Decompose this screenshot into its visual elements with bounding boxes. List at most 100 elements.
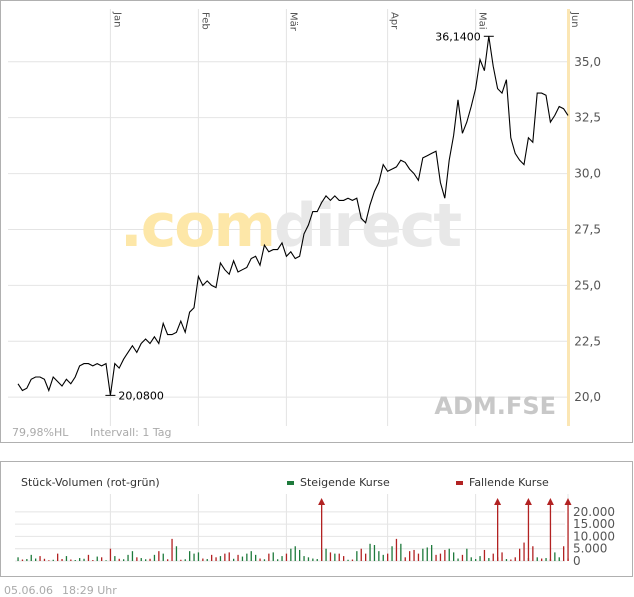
volume-bar	[479, 556, 481, 561]
volume-bar	[558, 557, 560, 561]
volume-bar	[233, 558, 235, 561]
volume-bar	[417, 553, 420, 561]
volume-bar	[83, 558, 85, 561]
low-label: 20,0800	[118, 389, 163, 402]
volume-bar	[30, 554, 32, 561]
volume-y-tick-label: 0	[573, 554, 581, 568]
volume-bar	[448, 548, 450, 561]
volume-bar	[395, 538, 398, 561]
volume-bar	[347, 559, 349, 561]
volume-bar	[109, 548, 112, 561]
volume-bar	[255, 554, 257, 561]
volume-bar	[492, 553, 494, 561]
volume-bar	[563, 546, 565, 561]
volume-bar	[180, 559, 182, 561]
volume-bar	[356, 551, 358, 561]
volume-bar	[272, 552, 274, 561]
volume-bar	[153, 554, 156, 561]
volume-bar	[39, 556, 41, 561]
volume-bar	[316, 559, 318, 561]
volume-bar	[219, 556, 222, 561]
volume-bar	[307, 557, 310, 561]
volume-bar	[140, 558, 142, 561]
volume-bar	[541, 558, 543, 561]
volume-bar	[171, 538, 173, 561]
volume-bar	[373, 545, 376, 561]
volume-bar	[184, 559, 186, 561]
price-x-tick-label: Jun	[569, 11, 580, 28]
volume-bar	[461, 554, 464, 561]
volume-title: Stück-Volumen (rot-grün)	[21, 476, 160, 489]
volume-bar	[70, 559, 72, 561]
price-y-tick-label: 32,5	[574, 111, 601, 125]
legend-swatch	[287, 481, 294, 485]
legend-label: Steigende Kurse	[300, 476, 390, 489]
volume-bar	[259, 558, 261, 561]
volume-bar	[532, 546, 534, 561]
volume-bar	[149, 558, 151, 561]
volume-overflow-arrow	[564, 498, 572, 505]
volume-bar	[404, 557, 406, 561]
volume-bar	[87, 554, 90, 561]
price-highlight-strip	[567, 9, 570, 426]
volume-bar	[351, 559, 354, 561]
svg-text:.comdirect: .comdirect	[120, 191, 461, 261]
volume-bar	[246, 553, 248, 561]
volume-bar	[92, 560, 94, 561]
volume-bar	[505, 559, 508, 561]
volume-bar	[299, 549, 301, 561]
price-x-tick-label: Jan	[111, 11, 122, 27]
volume-bar	[536, 557, 538, 561]
volume-bar	[360, 548, 362, 561]
volume-bar	[501, 552, 503, 561]
volume-bar	[277, 559, 279, 561]
price-y-ticks: 35,0 32,5 30,0 27,5 25,0 22,5 20,0	[574, 55, 601, 404]
volume-bar	[48, 560, 50, 561]
price-x-tick-label: Mai	[477, 12, 488, 30]
timestamp-time: 18:29 Uhr	[62, 584, 117, 597]
price-panel-frame	[0, 0, 633, 443]
volume-overflow-arrow	[546, 498, 554, 505]
price-x-ticks: Jan Feb Mär Apr Mai Jun	[111, 11, 580, 32]
volume-bar	[325, 548, 327, 561]
price-y-tick-label: 35,0	[574, 55, 601, 69]
volume-bar	[294, 546, 296, 561]
volume-bar	[343, 556, 345, 561]
volume-bar	[26, 559, 28, 561]
volume-bar	[250, 551, 252, 561]
volume-bar	[514, 557, 516, 561]
volume-bar	[457, 558, 459, 561]
volume-bar	[215, 557, 217, 561]
price-y-tick-label: 20,0	[574, 390, 601, 404]
high-label: 36,1400	[435, 30, 481, 43]
volume-bar	[422, 548, 424, 561]
volume-overflow-arrow	[318, 498, 326, 505]
volume-y-tick-label: 20.000	[573, 505, 615, 519]
price-y-tick-label: 25,0	[574, 278, 601, 292]
volume-y-tick-label: 15.000	[573, 517, 615, 531]
volume-bar	[114, 556, 116, 561]
volume-bar	[35, 558, 37, 561]
volume-bar	[202, 558, 204, 561]
volume-bar	[175, 546, 178, 561]
volume-bar	[65, 556, 68, 561]
volume-bar	[268, 553, 270, 561]
price-x-tick-label: Apr	[389, 12, 400, 30]
volume-bar-capped	[527, 501, 530, 561]
volume-bar	[281, 556, 283, 561]
ticker-label: ADM.FSE	[434, 392, 556, 420]
volume-bar	[224, 553, 226, 561]
volume-legend: Steigende Kurse Fallende Kurse	[287, 476, 549, 489]
volume-bar	[387, 553, 389, 561]
volume-bar	[263, 559, 266, 561]
legend-label: Fallende Kurse	[469, 476, 549, 489]
volume-bar	[470, 557, 472, 561]
volume-bar	[79, 558, 81, 561]
volume-panel-frame	[0, 461, 633, 577]
price-highlight	[567, 9, 570, 426]
volume-bar	[131, 551, 134, 561]
volume-bar	[431, 545, 433, 561]
volume-bar	[52, 559, 54, 561]
